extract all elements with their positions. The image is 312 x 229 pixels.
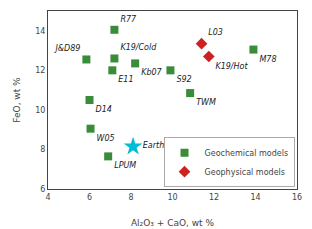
svg-text:Kb07: Kb07 bbox=[141, 68, 162, 77]
svg-text:L03: L03 bbox=[208, 28, 223, 37]
svg-text:16: 16 bbox=[292, 193, 302, 202]
svg-text:10: 10 bbox=[35, 106, 45, 115]
svg-text:R77: R77 bbox=[120, 15, 137, 24]
svg-text:FeO, wt %: FeO, wt % bbox=[12, 77, 22, 123]
svg-text:Al₂O₃ + CaO, wt %: Al₂O₃ + CaO, wt % bbox=[131, 218, 215, 228]
svg-text:W05: W05 bbox=[97, 134, 115, 143]
svg-text:12: 12 bbox=[209, 193, 219, 202]
svg-text:S92: S92 bbox=[176, 75, 191, 84]
svg-text:6: 6 bbox=[40, 185, 45, 194]
svg-text:12: 12 bbox=[35, 66, 45, 75]
svg-text:E11: E11 bbox=[118, 75, 133, 84]
svg-text:LPUM: LPUM bbox=[114, 161, 136, 170]
svg-text:K19/Hot: K19/Hot bbox=[215, 62, 248, 71]
svg-text:4: 4 bbox=[45, 193, 50, 202]
svg-text:6: 6 bbox=[87, 193, 92, 202]
svg-text:Geophysical models: Geophysical models bbox=[205, 168, 285, 177]
svg-text:M78: M78 bbox=[259, 55, 276, 64]
svg-text:TWM: TWM bbox=[196, 98, 216, 107]
svg-text:K19/Cold: K19/Cold bbox=[120, 43, 157, 52]
svg-text:Geochemical models: Geochemical models bbox=[205, 149, 289, 158]
svg-text:14: 14 bbox=[35, 27, 45, 36]
svg-text:J&D89: J&D89 bbox=[53, 44, 80, 53]
svg-text:8: 8 bbox=[40, 145, 45, 154]
svg-text:D14: D14 bbox=[96, 105, 112, 114]
svg-text:10: 10 bbox=[167, 193, 177, 202]
svg-text:8: 8 bbox=[128, 193, 133, 202]
svg-text:14: 14 bbox=[250, 193, 260, 202]
svg-text:Earth: Earth bbox=[143, 141, 164, 150]
